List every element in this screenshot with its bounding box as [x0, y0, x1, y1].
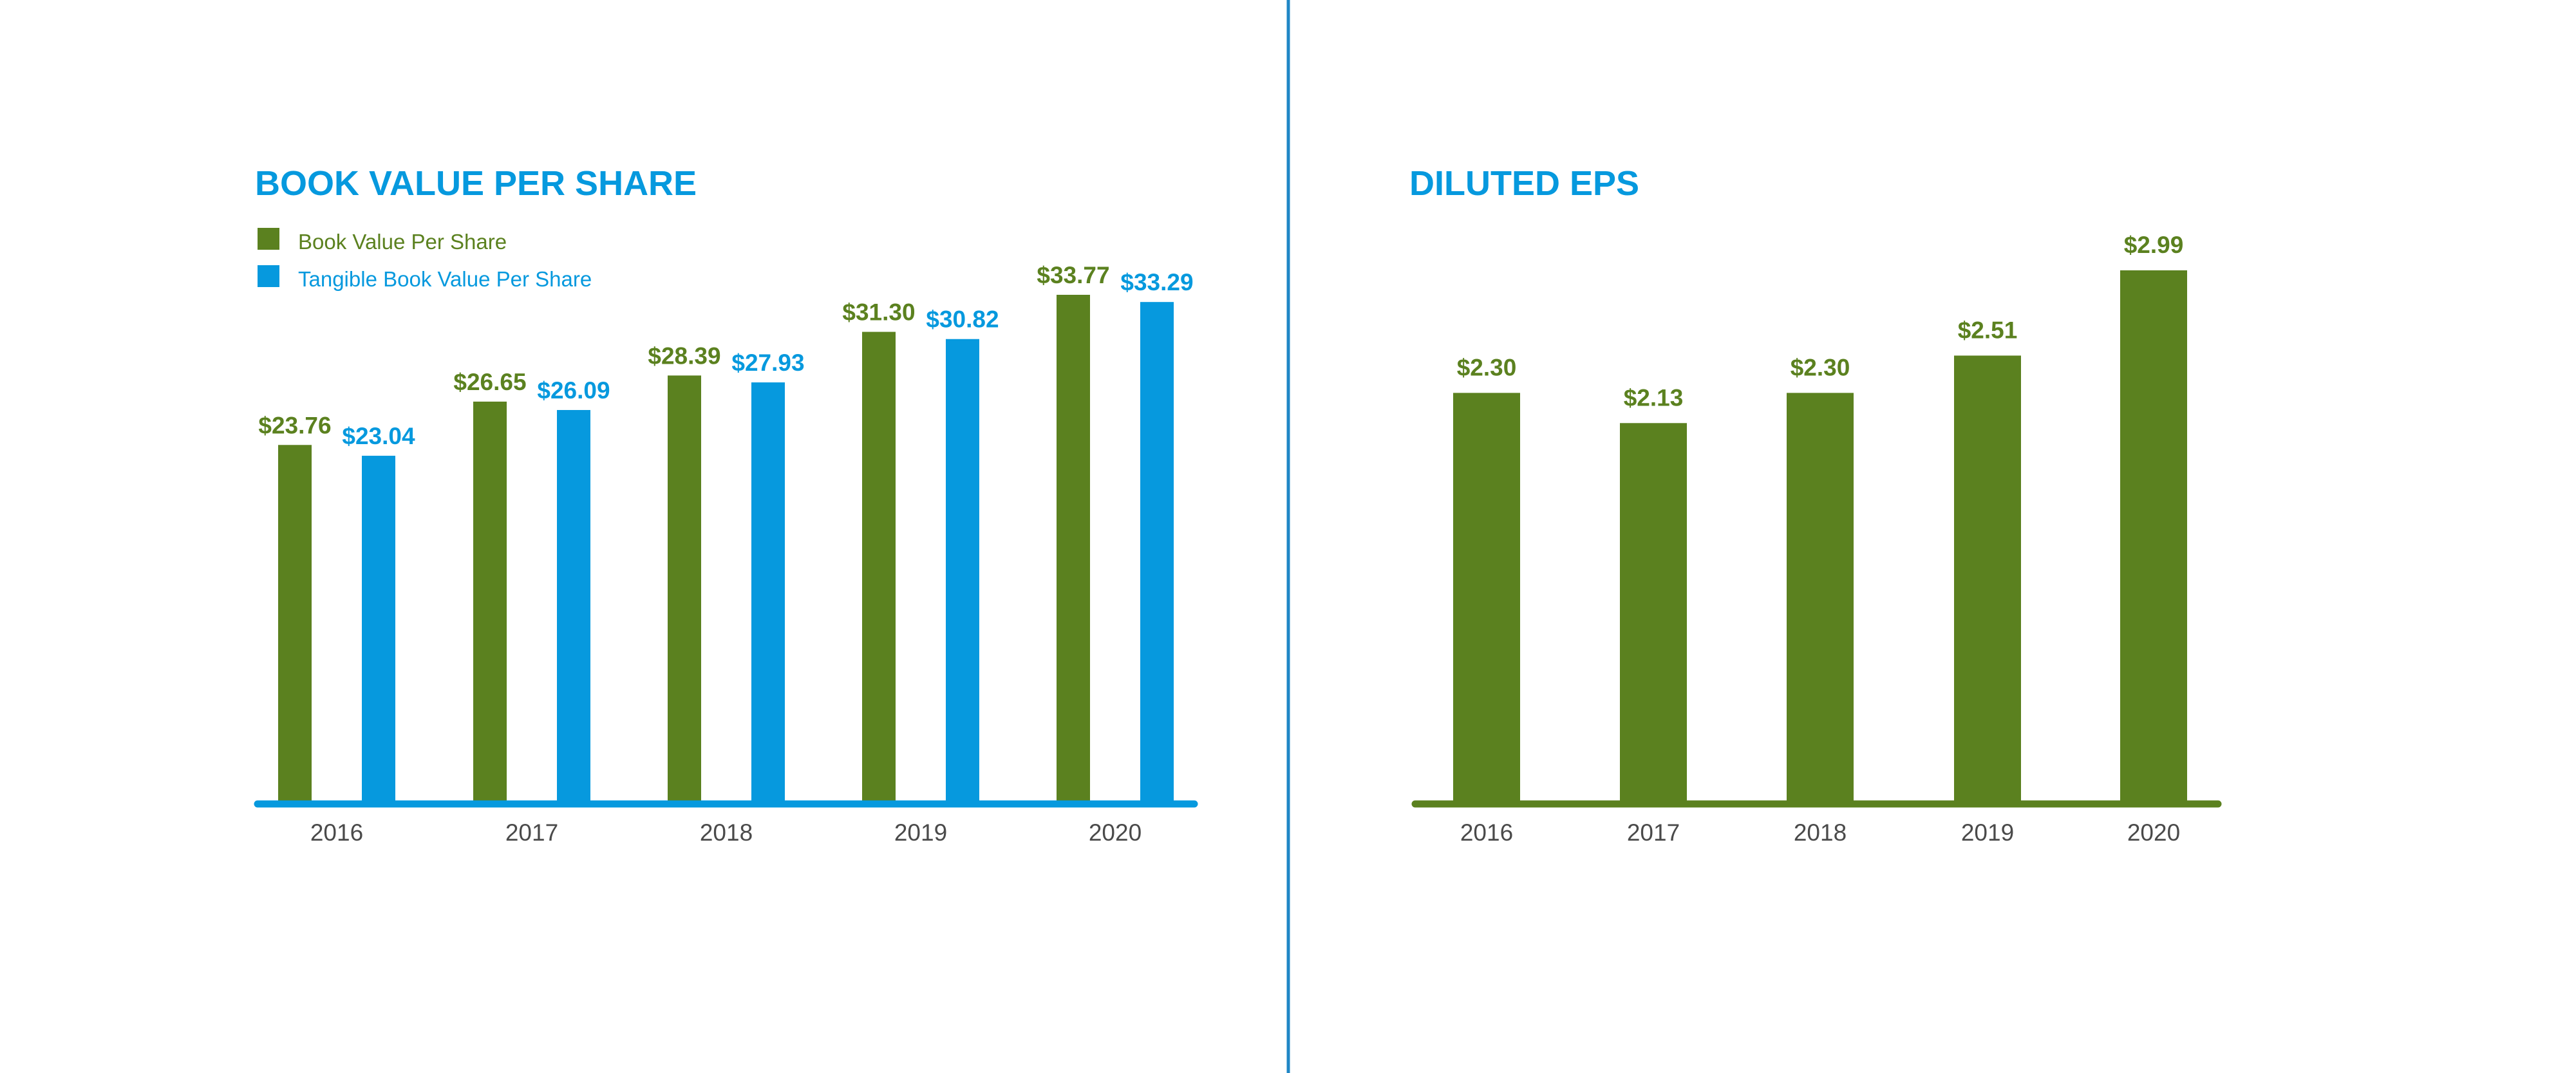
bar-diluted-eps-2020 [2120, 270, 2187, 801]
bar-diluted-eps-2017 [1620, 423, 1687, 801]
diluted-eps-x-tick-labels: 2016 2017 2018 2019 2020 [1460, 819, 2180, 846]
data-label-tangible-book-value-2018: $27.93 [731, 350, 804, 376]
data-label-diluted-eps-2019: $2.51 [1958, 317, 2018, 343]
data-label-tangible-book-value-2019: $30.82 [926, 306, 999, 333]
data-label-diluted-eps-2016: $2.30 [1457, 354, 1517, 380]
data-label-book-value-2020: $33.77 [1037, 262, 1109, 288]
data-label-diluted-eps-2017: $2.13 [1624, 384, 1684, 411]
bar-book-value-2016 [278, 445, 312, 801]
legend-label-book-value: Book Value Per Share [298, 230, 507, 254]
x-tick-label-2016: 2016 [310, 819, 363, 846]
bar-book-value-2020 [1057, 295, 1090, 801]
book-value-chart: BOOK VALUE PER SHARE Book Value Per Shar… [254, 164, 1198, 846]
bar-book-value-2019 [862, 331, 896, 801]
x-tick-label-2019: 2019 [1961, 819, 2014, 846]
diluted-eps-chart-title: DILUTED EPS [1409, 164, 1639, 203]
book-value-data-labels: $23.76 $23.04 $26.65 $26.09 $28.39 $27.93 $31.… [258, 262, 1193, 449]
legend-label-tangible-book-value: Tangible Book Value Per Share [298, 267, 592, 291]
data-label-book-value-2018: $28.39 [648, 342, 720, 369]
bar-tangible-book-value-2017 [557, 409, 590, 801]
legend-swatch-tangible-book-value [258, 265, 279, 287]
x-tick-label-2019: 2019 [894, 819, 947, 846]
data-label-book-value-2016: $23.76 [258, 412, 331, 438]
data-label-tangible-book-value-2020: $33.29 [1120, 269, 1193, 295]
data-label-diluted-eps-2020: $2.99 [2124, 232, 2184, 258]
data-label-tangible-book-value-2017: $26.09 [537, 377, 610, 404]
book-value-bars [278, 295, 1174, 801]
bar-book-value-2017 [473, 401, 507, 801]
x-tick-label-2020: 2020 [1089, 819, 1142, 846]
bar-tangible-book-value-2018 [751, 382, 785, 801]
bar-book-value-2018 [668, 375, 701, 801]
bar-diluted-eps-2016 [1453, 393, 1520, 801]
data-label-book-value-2019: $31.30 [842, 299, 915, 326]
book-value-x-tick-labels: 2016 2017 2018 2019 2020 [310, 819, 1142, 846]
data-label-book-value-2017: $26.65 [453, 369, 526, 395]
x-tick-label-2018: 2018 [700, 819, 753, 846]
x-tick-label-2016: 2016 [1460, 819, 1513, 846]
diluted-eps-data-labels: $2.30 $2.13 $2.30 $2.51 $2.99 [1457, 232, 2184, 411]
diluted-eps-chart: DILUTED EPS $2.30 $2.13 $2.30 $2.51 $2.99 20… [1409, 164, 2222, 846]
x-tick-label-2017: 2017 [1627, 819, 1680, 846]
bar-tangible-book-value-2016 [362, 456, 395, 801]
book-value-chart-title: BOOK VALUE PER SHARE [255, 164, 697, 203]
bar-diluted-eps-2018 [1787, 393, 1854, 801]
x-tick-label-2018: 2018 [1794, 819, 1847, 846]
data-label-tangible-book-value-2016: $23.04 [342, 423, 415, 449]
x-tick-label-2020: 2020 [2127, 819, 2180, 846]
book-value-legend: Book Value Per Share Tangible Book Value… [258, 228, 592, 291]
x-tick-label-2017: 2017 [505, 819, 558, 846]
bar-tangible-book-value-2019 [946, 339, 979, 801]
legend-swatch-book-value [258, 228, 279, 250]
bar-diluted-eps-2019 [1954, 355, 2021, 801]
bar-tangible-book-value-2020 [1140, 302, 1174, 801]
diluted-eps-bars [1453, 270, 2187, 801]
data-label-diluted-eps-2018: $2.30 [1791, 354, 1850, 380]
